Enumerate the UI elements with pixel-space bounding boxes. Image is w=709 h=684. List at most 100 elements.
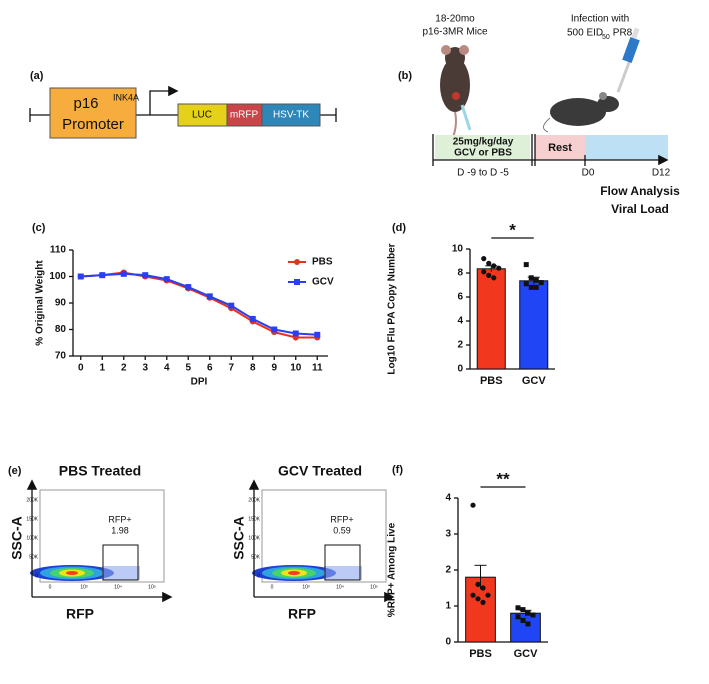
gate-label: RFP+ [330,514,353,524]
point [520,617,526,623]
panel-e: (e) PBS TreatedRFP+1.98200K150K100K50K00… [8,463,395,622]
marker [314,331,321,338]
x-tick-label: 4 [164,363,170,374]
flow-x-tick: 10⁴ [114,584,122,590]
bar [519,280,549,370]
gene-box [261,103,321,127]
line [80,272,318,336]
promoter-box [49,87,137,139]
x-tick-label: 9 [271,363,277,374]
infection-sub: 50 [602,34,610,41]
x-tick-label: PBS [480,375,503,387]
x-axis-label: DPI [191,377,208,388]
scatter-tail [102,566,140,580]
legend-label: GCV [312,277,334,288]
x-tick-label: 8 [250,363,256,374]
y-tick-label: 2 [457,340,463,351]
y-tick-label: 3 [445,529,451,540]
y-axis-label: %RFP+ Among Live [387,522,398,617]
point [470,592,476,598]
infection-text: 500 EID [567,28,603,39]
gate [324,544,361,581]
point [533,277,539,283]
density [66,571,78,575]
gene-label: LUC [192,110,212,121]
point [515,614,521,620]
y-tick-label: 100 [49,271,66,282]
treatment-text: 25mg/kg/day [453,137,514,148]
flow-x-tick: 10³ [80,584,88,590]
promoter-name: p16 [73,95,98,112]
x-tick-label: 0 [78,363,84,374]
panel-label: (a) [30,70,44,82]
rest-box [535,135,585,160]
day-label: D12 [652,168,671,179]
flow-x-tick: 0 [49,584,52,590]
point [475,581,481,588]
significance: * [509,220,516,239]
readout: Flow Analysis [600,184,680,198]
rest-text: Rest [548,142,572,154]
y-tick-label: 6 [457,292,463,303]
point [491,275,497,281]
y-tick-label: 10 [452,244,464,255]
flow-y-tick: 50K [29,554,39,560]
y-tick-label: 80 [55,324,67,335]
point [525,621,531,627]
marker [271,326,278,333]
marker [77,273,84,280]
point [485,592,491,598]
point [525,610,531,616]
point [533,284,539,290]
infection-box [585,135,668,160]
line [80,271,318,339]
flow-x-tick: 10⁵ [370,584,378,590]
point [491,263,497,269]
x-tick-label: 1 [99,363,105,374]
mice-text: 18-20mo [435,14,475,25]
panel-label: (b) [398,70,412,82]
y-tick-label: 4 [445,493,451,504]
point [480,599,486,606]
y-tick-label: 90 [55,298,67,309]
y-axis-label: Log10 Flu PA Copy Number [387,243,398,374]
marker [163,276,170,283]
plot-title: PBS Treated [59,463,141,479]
y-tick-label: 1 [445,601,451,612]
x-tick-label: 10 [290,363,302,374]
point [496,265,502,271]
point [480,585,486,591]
point [523,281,529,287]
point [481,269,487,275]
x-tick-label: GCV [522,375,547,387]
point [481,256,487,262]
point [475,596,481,602]
marker [206,293,213,300]
panel-label: (f) [392,464,403,476]
promoter-text: Promoter [62,116,124,133]
gene-label: mRFP [230,110,259,121]
flow-x-tick: 10³ [302,584,310,590]
panel-b: (b) 18-20mo p16-3MR Mice Infection with … [398,14,680,217]
gate-label: RFP+ [108,514,131,524]
marker [99,272,106,279]
point [528,284,534,290]
point [515,605,521,611]
mouse-icon [440,45,472,141]
point [486,260,492,266]
pipette-icon [616,27,640,93]
x-tick-label: 11 [312,363,323,374]
marker [292,330,299,337]
panel-label: (c) [32,222,46,234]
significance: ** [496,469,510,488]
gate [102,544,139,581]
flow-x-tick: 10⁴ [336,584,344,590]
x-axis-label: RFP [66,606,94,622]
flow-y-tick: 0 [35,573,38,579]
y-tick-label: 70 [55,351,67,362]
marker [185,284,192,291]
y-tick-label: 110 [50,245,67,256]
bar [510,612,541,643]
y-axis-label: SSC-A [9,516,25,560]
